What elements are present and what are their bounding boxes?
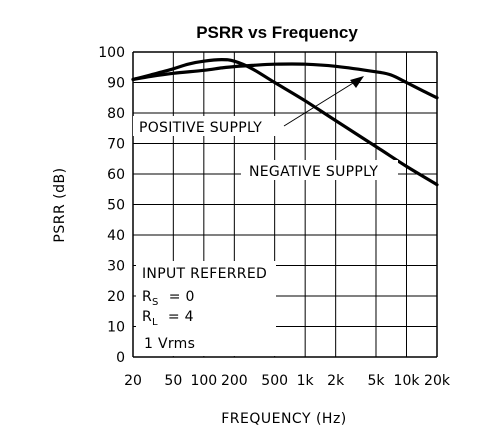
- conditions-bg: [136, 261, 276, 356]
- y-tick-label: 90: [107, 76, 125, 92]
- x-tick-label: 5k: [367, 373, 385, 389]
- x-tick-label: 100: [190, 373, 217, 389]
- annotations: POSITIVE SUPPLY NEGATIVE SUPPLY INPUT RE…: [133, 76, 398, 356]
- x-tick-label: 200: [221, 373, 248, 389]
- y-tick-label: 10: [107, 320, 125, 336]
- rl-label: RL = 4: [142, 309, 194, 328]
- input-referred-label: INPUT REFERRED: [142, 266, 267, 282]
- rl-value: = 4: [168, 309, 194, 325]
- x-tick-label: 500: [261, 373, 288, 389]
- y-tick-label: 30: [107, 259, 125, 275]
- y-tick-label: 60: [107, 167, 125, 183]
- x-tick-label: 10k: [394, 373, 421, 389]
- positive-supply-line: [131, 62, 439, 100]
- y-tick-labels: 0 10 20 30 40 50 60 70 80 90 100: [98, 45, 125, 366]
- rs-subscript: S: [152, 297, 159, 308]
- x-tick-label: 2k: [327, 373, 345, 389]
- y-tick-label: 70: [107, 137, 125, 153]
- x-tick-label: 20k: [424, 373, 451, 389]
- vrms-label: 1 Vrms: [144, 336, 195, 352]
- rl-symbol: R: [142, 309, 152, 325]
- y-tick-label: 80: [107, 106, 125, 122]
- rs-symbol: R: [142, 289, 152, 305]
- y-tick-label: 100: [98, 45, 125, 61]
- positive-supply-arrowhead: [350, 76, 364, 88]
- y-tick-label: 20: [107, 289, 125, 305]
- x-tick-labels: 20 50 100 200 500 1k 2k 5k 10k 20k: [124, 373, 451, 389]
- y-tick-label: 0: [116, 350, 125, 366]
- chart-title: PSRR vs Frequency: [196, 23, 358, 42]
- x-tick-label: 50: [164, 373, 182, 389]
- negative-supply-label: NEGATIVE SUPPLY: [249, 164, 378, 180]
- x-tick-label: 1k: [297, 373, 315, 389]
- series-lines: [131, 58, 439, 187]
- negative-supply-line: [131, 58, 439, 187]
- positive-supply-label: POSITIVE SUPPLY: [139, 120, 262, 136]
- y-tick-label: 40: [107, 228, 125, 244]
- x-tick-label: 20: [124, 373, 142, 389]
- y-tick-label: 50: [107, 198, 125, 214]
- x-axis-label: FREQUENCY (Hz): [221, 411, 347, 427]
- rl-subscript: L: [152, 317, 158, 328]
- rs-label: RS = 0: [142, 289, 195, 308]
- positive-supply-arrow: [283, 79, 359, 127]
- positive-supply-label-bg: [133, 116, 280, 136]
- y-axis-label: PSRR (dB): [52, 167, 68, 242]
- negative-supply-label-bg: [241, 160, 398, 180]
- rs-value: = 0: [169, 289, 195, 305]
